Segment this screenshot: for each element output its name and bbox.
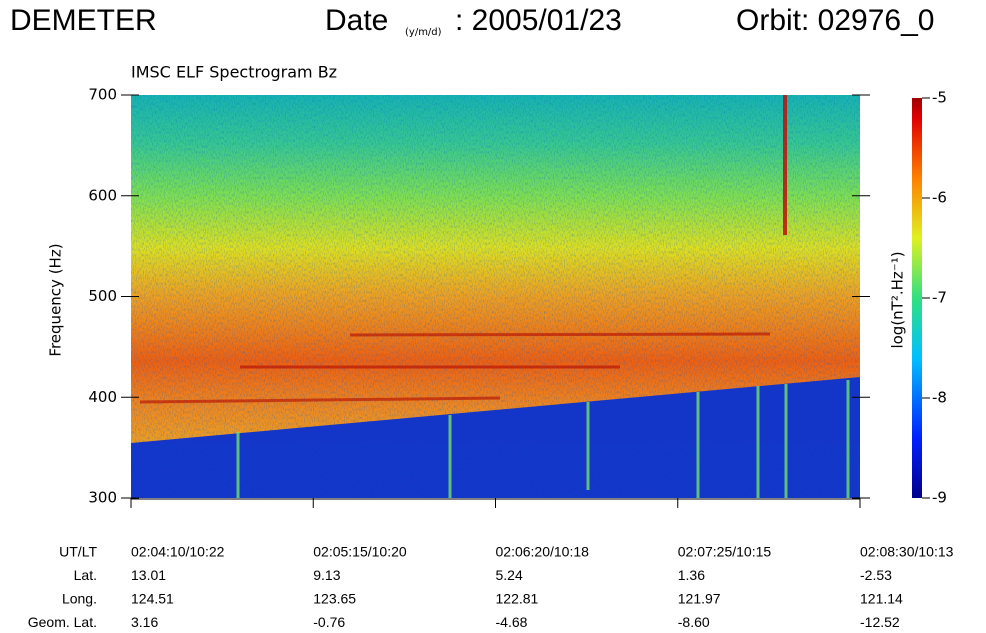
row-value: 3.16 (131, 614, 158, 630)
y-tick-label: 700 (88, 86, 117, 104)
y-tick-label: 600 (88, 186, 117, 204)
y-tick-label: 500 (88, 287, 117, 305)
row-value: 124.51 (131, 591, 174, 607)
row-value: -8.60 (678, 614, 710, 630)
colorbar-tick-label: -5 (932, 89, 947, 107)
date-label: Date (325, 4, 388, 37)
colorbar-tick-label: -6 (932, 189, 947, 207)
row-value: 121.97 (678, 591, 721, 607)
mission: DEMETER (10, 4, 157, 37)
row-label: UT/LT (59, 544, 97, 560)
emission-lines (139, 332, 771, 404)
colorbar (912, 98, 922, 498)
row-value: 122.81 (496, 591, 539, 607)
y-tick-label: 400 (88, 388, 117, 406)
row-value: 02:07:25/10:15 (678, 544, 772, 560)
y-tick-label: 300 (88, 489, 117, 507)
row-label: Lat. (74, 567, 97, 583)
row-value: 123.65 (313, 591, 356, 607)
row-value: -0.76 (313, 614, 345, 630)
date-unit: (y/m/d) (405, 27, 442, 38)
vertical-spikes (236, 380, 850, 498)
row-value: -4.68 (496, 614, 528, 630)
cutoff-texture (131, 443, 860, 498)
spectrogram (131, 95, 860, 498)
date: : 2005/01/23 (455, 4, 622, 37)
colorbar-tick-label: -7 (932, 289, 947, 307)
row-label: Long. (62, 591, 97, 607)
y-axis-label: Frequency (Hz) (47, 243, 65, 356)
row-label: Geom. Lat. (28, 614, 97, 630)
row-value: 02:05:15/10:20 (313, 544, 407, 560)
row-value: 13.01 (131, 567, 166, 583)
chart-title: IMSC ELF Spectrogram Bz (131, 63, 337, 82)
row-value: 5.24 (496, 567, 523, 583)
row-value: -2.53 (860, 567, 892, 583)
row-value: 02:08:30/10:13 (860, 544, 954, 560)
row-value: 02:06:20/10:18 (496, 544, 590, 560)
row-value: 02:04:10/10:22 (131, 544, 225, 560)
row-value: -12.52 (860, 614, 900, 630)
row-value: 121.14 (860, 591, 903, 607)
row-value: 1.36 (678, 567, 705, 583)
colorbar-label: log(nT².Hz⁻¹) (889, 251, 907, 348)
orbit: Orbit: 02976_0 (736, 4, 934, 37)
colorbar-tick-label: -8 (932, 389, 947, 407)
row-value: 9.13 (313, 567, 340, 583)
colorbar-tick-label: -9 (932, 489, 947, 507)
